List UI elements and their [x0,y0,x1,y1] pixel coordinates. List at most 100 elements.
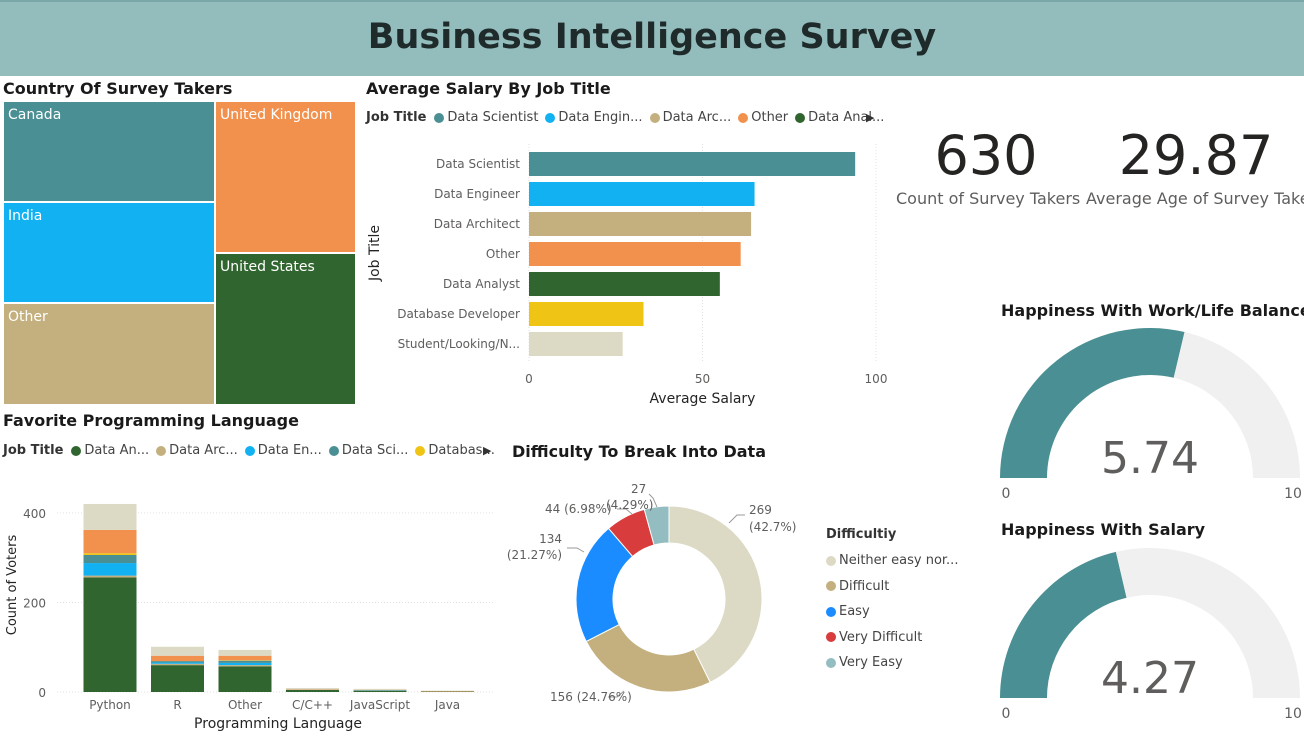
salary-bar [529,212,752,236]
legend-title: Difficultiy [826,527,897,542]
donut-slice [668,505,763,684]
kpi-count-value: 630 [934,124,1038,187]
salary-chart-title: Average Salary By Job Title [366,79,611,98]
y-tick-label: Database Developer [397,307,520,321]
legend-item[interactable]: Data Engin... [545,110,643,125]
y-tick-label: Data Engineer [434,187,520,201]
legend-dot [795,112,806,123]
stacked-bar-segment [83,554,137,564]
stacked-bar-segment [218,666,272,692]
legend-dot [826,555,836,566]
data-label: 134 [539,532,562,546]
data-label: (42.7%) [749,520,796,534]
legend-label: Data Arc... [169,443,238,458]
stacked-bar-segment [83,577,137,692]
x-tick-label: 100 [865,372,888,386]
y-tick-label: Data Analyst [443,277,520,291]
treemap-cell-united-states[interactable]: United States [215,253,356,405]
legend-next-arrow-icon[interactable]: ▶ [483,444,492,457]
legend-label: Very Easy [839,655,903,671]
treemap-label: United States [220,259,315,275]
leader-line [728,514,745,524]
x-tick-label: JavaScript [349,698,410,712]
salary-bar [529,242,741,266]
y-tick-label: 200 [23,596,46,610]
x-tick-label: Other [228,698,262,712]
legend-item[interactable]: Data Scientist [434,110,538,125]
legend-dot [434,112,445,123]
legend-item[interactable]: Very Difficult [826,625,958,651]
stacked-bar-segment [218,662,272,666]
y-tick-label: Other [486,247,520,261]
donut-slice [643,505,670,546]
legend-dot [415,445,426,456]
legend-label: Data Anal... [808,110,885,125]
treemap-cell-india[interactable]: India [3,202,215,303]
legend-label: Easy [839,604,870,620]
kpi-age-value: 29.87 [1118,124,1274,187]
treemap-label: Other [8,309,48,325]
legend-item[interactable]: Data Arc... [649,110,732,125]
stacked-bar-segment [218,655,272,661]
salary-legend: Job Title Data Scientist Data Engin... D… [366,110,891,125]
legend-label: Neither easy nor... [839,553,959,569]
gauge-max-label: 10 [1284,486,1302,502]
data-label: (4.29%) [606,498,653,512]
legend-item[interactable]: Easy [826,599,958,625]
legend-dot [244,445,255,456]
legend-label: Data Arc... [662,110,732,125]
treemap-cell-united-kingdom[interactable]: United Kingdom [215,101,356,253]
leader-line [608,690,625,698]
legend-item[interactable]: Difficult [826,574,958,600]
legend-label: Data Engin... [558,110,643,125]
donut-title: Difficulty To Break Into Data [512,442,766,461]
treemap-cell-canada[interactable]: Canada [3,101,215,202]
stacked-bar-segment [151,665,204,692]
gauge-value: 5.74 [1101,433,1199,484]
x-axis-label: Average Salary [650,391,756,407]
legend-item[interactable]: Very Easy [826,650,958,676]
stacked-bar-segment [83,553,137,555]
gauge-fill [1000,327,1185,478]
stacked-bar-segment [151,663,204,666]
gauge-track [1173,332,1300,478]
legend-item[interactable]: Data Arc... [156,443,238,458]
stacked-bar-segment [83,503,137,530]
treemap-title: Country Of Survey Takers [3,79,233,98]
gauge-fill [1000,551,1127,698]
legend-item[interactable]: Data Sci... [328,443,408,458]
legend-label: Other [751,110,789,125]
stacked-bar-segment [218,660,272,663]
y-tick-label: 400 [23,507,46,521]
legend-title: Job Title [3,443,64,458]
data-label: 269 [749,503,772,517]
legend-item[interactable]: Neither easy nor... [826,548,958,574]
gauge-min-label: 0 [1002,486,1011,502]
lang-legend: Job Title Data An... Data Arc... Data En… [3,443,502,458]
legend-label: Data An... [84,443,150,458]
salary-bar [529,332,623,356]
legend-dot [71,445,82,456]
legend-title: Job Title [366,110,427,125]
data-label: 44 (6.98%) [545,502,612,516]
treemap-label: India [8,208,43,224]
y-tick-label: Data Scientist [436,157,520,171]
legend-item[interactable]: Data An... [71,443,149,458]
legend-dot [826,606,836,617]
data-label: 27 [631,482,646,496]
lang-chart-title: Favorite Programming Language [3,411,299,430]
y-axis-label: Count of Voters [5,535,20,636]
salary-bar [529,152,856,176]
stacked-bar-segment [83,563,137,576]
legend-next-arrow-icon[interactable]: ▶ [866,111,875,124]
kpi-count-label: Count of Survey Takers [896,189,1081,208]
legend-item[interactable]: Other [738,110,788,125]
donut-legend: Difficultiy Neither easy nor... Difficul… [826,527,958,676]
legend-item[interactable]: Databas... [415,443,495,458]
legend-item[interactable]: Data En... [244,443,322,458]
donut-slice [585,623,711,693]
stacked-bar-segment [353,690,407,692]
legend-label: Difficult [839,578,890,594]
legend-item[interactable]: Data Anal... [795,110,884,125]
treemap-cell-other[interactable]: Other [3,303,215,405]
